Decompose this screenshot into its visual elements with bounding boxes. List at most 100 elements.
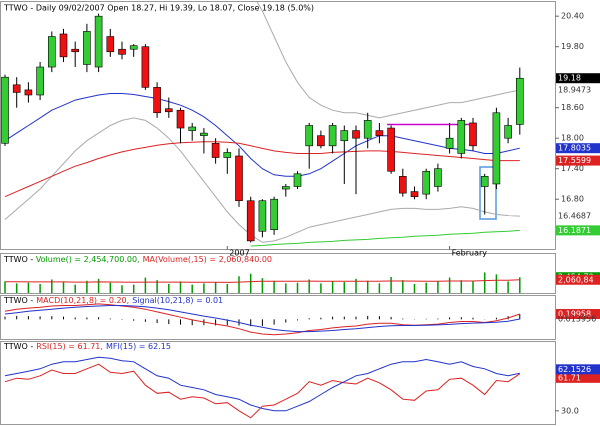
y-tick-label: 18.60 [561, 103, 584, 112]
volume-ma-line [5, 279, 520, 283]
candle-body [504, 125, 512, 139]
candle-body [176, 109, 185, 129]
value-label-box [556, 372, 600, 383]
value-label-box [556, 309, 600, 320]
candle-body [281, 186, 290, 190]
panel-title-part: MFI(15) = 62.15 [106, 342, 171, 351]
y-tick-label: 16.80 [561, 195, 584, 204]
candle-body [223, 152, 232, 158]
overlays [1, 2, 524, 247]
candle-body [71, 48, 79, 53]
candle-body [59, 33, 68, 58]
value-label: 0.19958 [558, 310, 591, 319]
candle-body [258, 200, 267, 232]
value-label: 16.1871 [558, 226, 591, 235]
rsi-line [4, 356, 520, 412]
panel-title-part: TTWO - [3, 342, 33, 351]
value-label-box [556, 364, 600, 375]
value-label: 16.4687 [558, 212, 591, 221]
candle-body [305, 125, 314, 147]
candle-body [410, 191, 419, 197]
candle-body [24, 89, 33, 96]
candle-body [1, 76, 9, 144]
candle-body [12, 84, 21, 93]
overlay-line [4, 93, 520, 177]
value-label-box [556, 274, 600, 285]
candle-body [317, 135, 325, 147]
candle-body [398, 176, 407, 194]
macd-line [4, 303, 520, 336]
candle-body [129, 45, 138, 50]
candle-body [492, 112, 501, 185]
highlight-box [479, 166, 497, 220]
y-tick-label: 18.00 [561, 134, 584, 143]
candle-body [328, 125, 337, 147]
value-label: 17.8035 [558, 144, 591, 153]
panel-title-part: MACD(10,21,8) = 0.20, [36, 296, 129, 305]
value-label: 61.71 [558, 373, 581, 382]
main-panel [0, 1, 556, 250]
candle-body [340, 130, 349, 142]
value-label: 62.1526 [558, 365, 591, 374]
overlay-line [256, 2, 520, 119]
overlay-line [4, 141, 520, 198]
candle-body [387, 127, 395, 172]
close-label: 19.18 [558, 74, 581, 83]
candle-body [235, 155, 243, 202]
x-tick-label: 2007 [229, 249, 249, 258]
panel-title-part: RSI(15) = 61.71, [36, 342, 103, 351]
candle-body [422, 170, 431, 195]
candle-body [36, 66, 44, 96]
panel-title: TTWO - MACD(10,21,8) = 0.20, Signal(10,21,… [3, 296, 223, 305]
value-label-box [556, 155, 600, 166]
candle-body [106, 36, 115, 53]
panel-title-part: TTWO - [3, 296, 33, 305]
close-label-box [556, 73, 600, 84]
macd-lines [4, 303, 521, 336]
candle-body [375, 130, 384, 136]
rsi-panel [0, 341, 556, 425]
candle-body [153, 87, 161, 114]
candle-body [200, 132, 208, 136]
macd-line [4, 305, 520, 333]
value-label-box [556, 225, 600, 236]
value-label: 17.5599 [558, 156, 591, 165]
panel-title-part: TTWO - [3, 255, 33, 264]
candle-body [165, 108, 173, 113]
candle-body [246, 200, 255, 242]
y-tick-label: 19.80 [561, 42, 584, 51]
x-tick-label: February [452, 249, 488, 258]
value-label: 2,060,84 [558, 275, 594, 284]
overlay-line [250, 229, 520, 247]
volume-panel [0, 253, 556, 294]
value-label-box [556, 143, 600, 154]
candle-body [515, 77, 524, 125]
candle-body [352, 130, 360, 139]
y-tick-label: 20.40 [561, 12, 584, 21]
candle-body [445, 137, 454, 149]
candle-body [211, 142, 220, 158]
candle-body [270, 198, 278, 231]
panel-title: TTWO - Volume() = 2,454,700.00, MA(Volume(… [3, 255, 272, 264]
candle-body [457, 120, 466, 154]
candle-body [363, 120, 372, 139]
candle-body [434, 168, 442, 187]
candle-body [188, 126, 196, 131]
panel-title-part: MA(Volume(,15) = 2,060,840.00 [143, 255, 272, 264]
main-title: TTWO - Daily 09/02/2007 Open 18.27, Hi 1… [3, 4, 314, 13]
macd-panel [0, 295, 556, 340]
y-tick-label: 17.40 [561, 164, 584, 173]
candle-body [47, 36, 56, 68]
candle-body [293, 173, 302, 187]
candle-body [94, 15, 103, 68]
candle-body [469, 122, 477, 147]
candle-body [83, 31, 91, 65]
candle-body [141, 46, 150, 88]
value-label: 18.9473 [558, 86, 591, 95]
rsi-line [4, 363, 521, 419]
panel-title: TTWO - RSI(15) = 61.71, MFI(15) = 62.15 [3, 342, 171, 351]
candle-body [480, 176, 489, 187]
panel-title-part: Signal(10,21,8) = 0.01 [132, 296, 223, 305]
